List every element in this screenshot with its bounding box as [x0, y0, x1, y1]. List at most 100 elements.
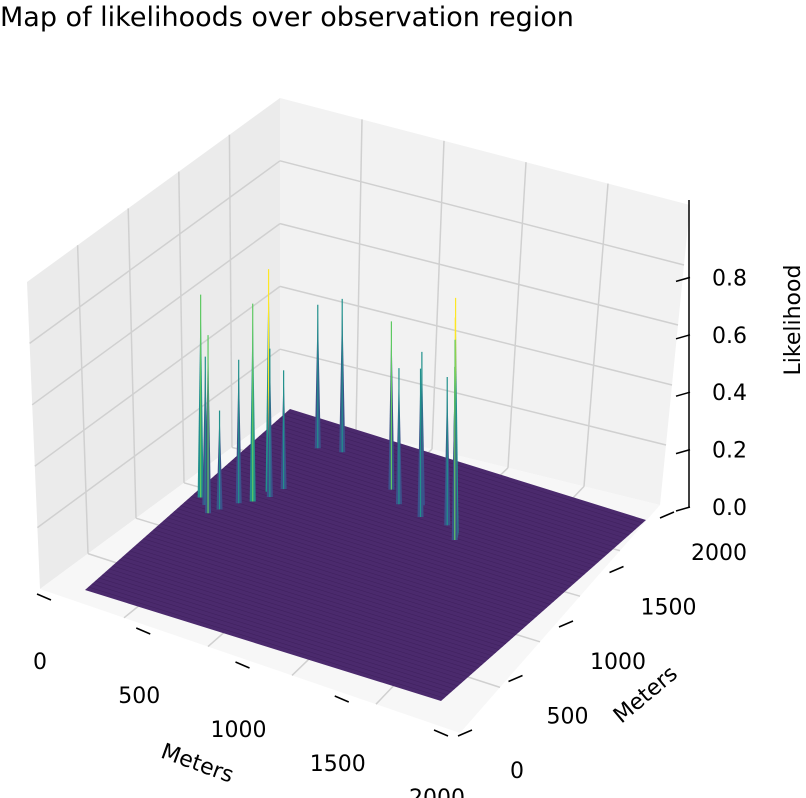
surface-mesh: [166, 517, 524, 629]
grid-line: [29, 160, 281, 345]
surface-mesh: [207, 481, 565, 593]
surface-mesh: [149, 532, 507, 644]
peak: [216, 410, 223, 510]
x-tick: [135, 627, 151, 635]
grid-line: [279, 285, 673, 386]
z-tick: [675, 276, 691, 283]
surface-mesh: [132, 547, 489, 660]
z-tick: [675, 334, 691, 340]
surface-mesh: [156, 526, 513, 638]
surface-mesh: [180, 505, 537, 617]
surface-mesh: [95, 580, 452, 693]
grid-line: [279, 160, 685, 266]
grid-line: [127, 208, 137, 519]
peak: [197, 294, 204, 498]
peak: [249, 303, 256, 502]
x-tick: [235, 661, 250, 669]
surface-mesh: [115, 562, 472, 675]
surface-mesh: [259, 435, 616, 548]
grid-line: [76, 245, 89, 554]
surface-mesh: [88, 586, 445, 699]
surface-mesh: [286, 411, 643, 524]
x-tick-label: 2000: [409, 786, 465, 798]
likelihood-peaks: [197, 269, 459, 540]
surface-mesh: [255, 438, 612, 551]
surface-mesh: [265, 429, 623, 542]
y-tick-label: 500: [547, 705, 589, 730]
surface-mesh: [187, 499, 544, 611]
surface-mesh: [160, 523, 517, 635]
surface-mesh: [91, 583, 448, 696]
y-tick: [457, 729, 473, 737]
z-tick-label: 0.0: [712, 496, 747, 521]
peak: [235, 359, 242, 504]
x-tick: [36, 593, 52, 601]
surface-mesh: [170, 514, 527, 626]
y-tick: [659, 511, 675, 519]
x-tick-label: 1000: [211, 718, 267, 743]
x-tick-label: 0: [33, 650, 47, 675]
surface-mesh: [190, 496, 548, 608]
x-tick-label: 1500: [310, 752, 366, 777]
surface-mesh: [108, 568, 466, 681]
left-pane: [27, 98, 280, 589]
grid-line: [228, 134, 233, 448]
surface-mesh: [98, 577, 455, 690]
z-tick-label: 0.2: [712, 439, 747, 464]
grid-line: [507, 162, 527, 468]
peak: [266, 348, 273, 497]
surface-mesh: [204, 484, 561, 596]
likelihood-surface: [85, 409, 646, 701]
peak: [314, 304, 321, 449]
grid-line: [31, 222, 281, 406]
z-tick-label: 0.8: [712, 266, 747, 291]
surface-mesh: [139, 541, 496, 654]
peak: [451, 366, 458, 540]
surface-mesh: [136, 544, 493, 657]
grid-line: [583, 183, 609, 487]
z-tick-label: 0.4: [712, 381, 747, 406]
surface-mesh: [119, 559, 476, 672]
surface-mesh: [153, 529, 510, 641]
surface-mesh: [194, 493, 551, 605]
surface-mesh: [218, 472, 575, 584]
surface-mesh: [146, 535, 503, 647]
surface-mesh: [248, 444, 606, 557]
surface-mesh: [125, 553, 483, 666]
surface-mesh: [129, 550, 486, 663]
peak: [444, 376, 451, 526]
grid-line: [279, 222, 679, 326]
y-tick: [558, 620, 574, 628]
peak: [339, 298, 346, 453]
peak: [388, 321, 395, 490]
z-axis-label: Likelihood: [781, 265, 806, 376]
y-tick-label: 1000: [590, 650, 646, 675]
x-tick: [334, 695, 350, 703]
grid-line: [178, 171, 185, 483]
surface-mesh: [112, 565, 469, 678]
peak: [205, 335, 212, 514]
z-tick-label: 0.6: [712, 324, 747, 349]
surface-mesh: [262, 432, 619, 545]
peak: [417, 368, 424, 518]
grid-line: [355, 119, 363, 431]
surface-mesh: [228, 463, 585, 575]
surface-mesh: [272, 423, 630, 536]
y-tick: [609, 565, 624, 574]
y-tick-label: 0: [510, 759, 524, 784]
y-tick: [508, 674, 523, 683]
y-tick-label: 2000: [691, 541, 747, 566]
grid-line: [34, 285, 281, 467]
grid-line: [279, 348, 667, 446]
z-tick: [675, 391, 691, 397]
surface-mesh: [173, 511, 530, 623]
surface-mesh: [235, 456, 592, 569]
chart-title: Map of likelihoods over observation regi…: [0, 2, 574, 33]
z-tick: [675, 506, 691, 512]
peak: [280, 370, 287, 490]
surface-mesh: [201, 487, 558, 599]
peak: [395, 368, 402, 505]
x-tick-label: 500: [118, 684, 160, 709]
y-tick-label: 1500: [641, 596, 697, 621]
